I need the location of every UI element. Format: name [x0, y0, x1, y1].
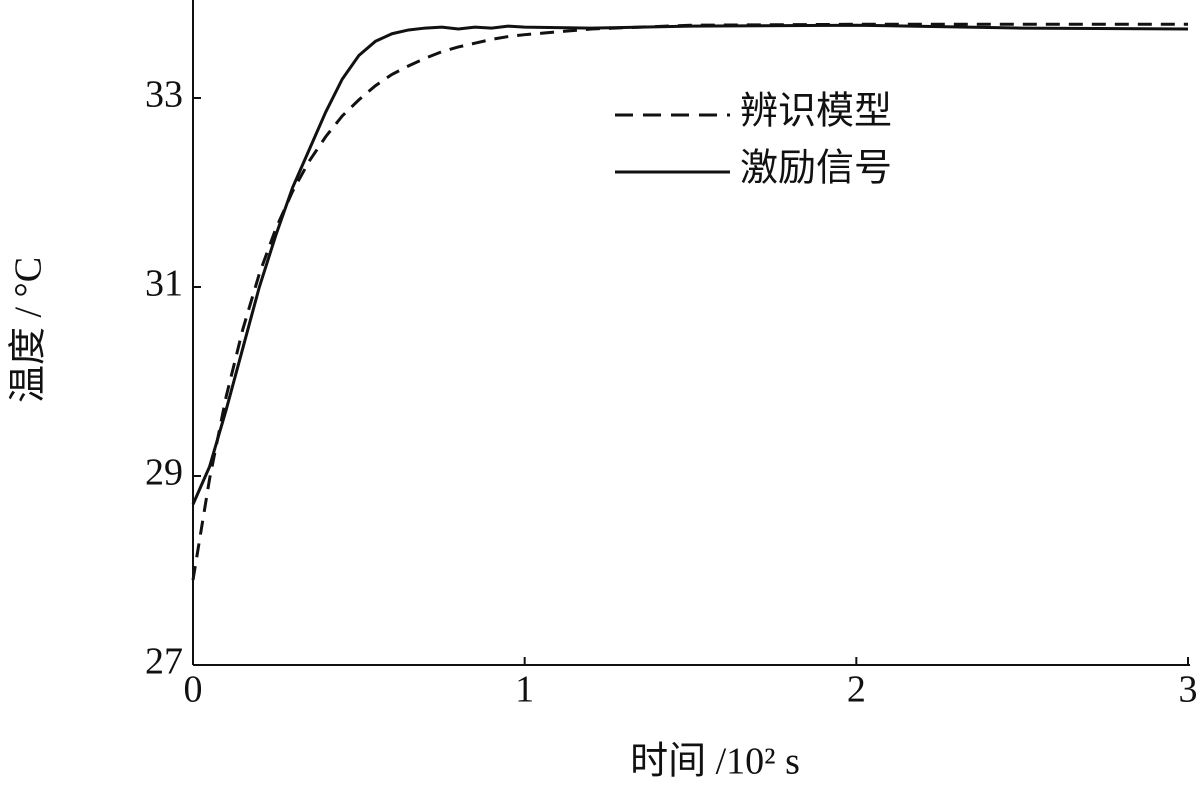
y-tick-label: 33: [145, 74, 183, 116]
x-tick-label: 0: [184, 669, 203, 711]
x-tick-label: 1: [515, 669, 534, 711]
y-tick-label: 27: [145, 641, 183, 683]
y-axis-label: 温度 / °C: [8, 257, 50, 403]
x-tick-label: 2: [847, 669, 866, 711]
y-tick-label: 29: [145, 452, 183, 494]
x-axis-label: 时间 /10² s: [630, 741, 800, 783]
legend-label: 激励信号: [740, 148, 892, 190]
legend-label: 辨识模型: [740, 91, 892, 133]
series-line: [191, 23, 1189, 505]
x-tick-label: 3: [1179, 669, 1198, 711]
y-tick-label: 31: [145, 263, 183, 305]
series-line: [191, 22, 1188, 581]
